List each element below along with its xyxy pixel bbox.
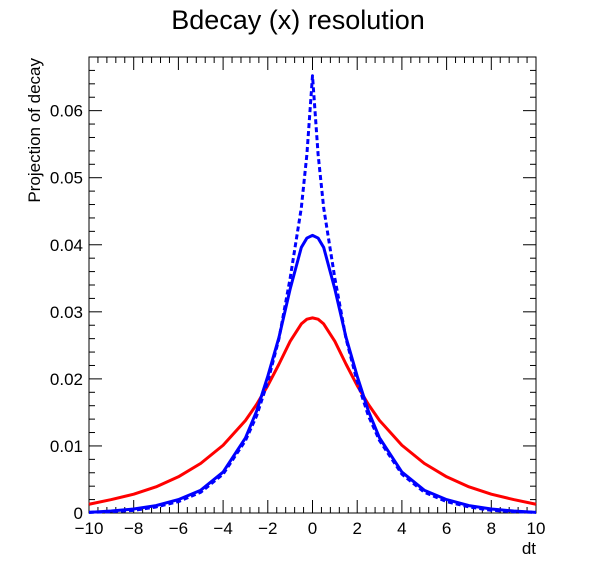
- x-tick-label: −10: [75, 519, 104, 538]
- x-tick-label: −6: [169, 519, 188, 538]
- x-axis-title: dt: [522, 539, 536, 558]
- curves: [88, 74, 537, 514]
- x-tick-label: 2: [352, 519, 361, 538]
- y-tick-label: 0.05: [50, 169, 83, 188]
- x-tick-label: 6: [442, 519, 451, 538]
- y-tick-label: 0.03: [50, 303, 83, 322]
- chart-title: Bdecay (x) resolution: [171, 5, 425, 35]
- x-tick-label: 8: [487, 519, 496, 538]
- y-axis: 0 0.01 0.02 0.03 0.04 0.05 0.06: [50, 56, 536, 523]
- series-line-2: [88, 233, 537, 514]
- plot-area-border: [88, 56, 537, 514]
- x-tick-label: 0: [308, 519, 317, 538]
- y-tick-label: 0.02: [50, 370, 83, 389]
- series-line-1: [88, 316, 537, 506]
- x-axis: −10 −8 −6 −4 −2 0 2 4 6 8 10: [75, 57, 546, 538]
- x-tick-label: −8: [124, 519, 143, 538]
- x-tick-label: −2: [258, 519, 277, 538]
- y-tick-label: 0: [74, 504, 83, 523]
- y-tick-label: 0.04: [50, 236, 83, 255]
- y-axis-title: Projection of decay: [25, 58, 44, 203]
- y-tick-label: 0.01: [50, 437, 83, 456]
- plot-frame: [88, 56, 537, 514]
- y-tick-label: 0.06: [50, 102, 83, 121]
- series-line-3: [88, 74, 537, 514]
- x-tick-label: −4: [213, 519, 232, 538]
- x-tick-label: 10: [527, 519, 546, 538]
- x-tick-label: 4: [397, 519, 406, 538]
